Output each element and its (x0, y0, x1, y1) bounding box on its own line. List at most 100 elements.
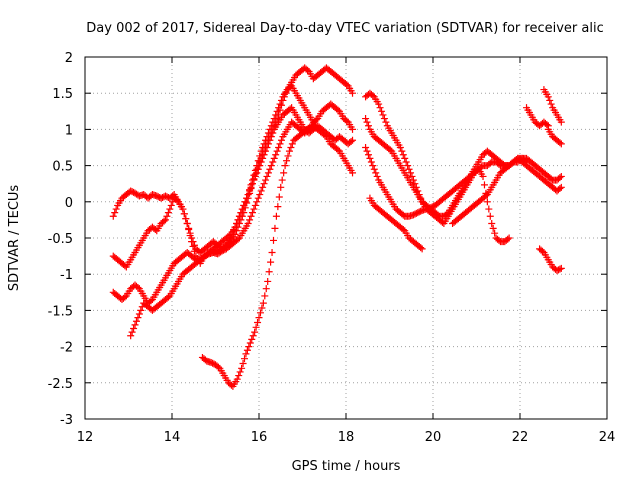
data-point (370, 165, 378, 173)
data-point (363, 118, 371, 126)
data-point (254, 318, 262, 326)
data-point (287, 144, 295, 151)
data-point (235, 212, 243, 220)
data-point (482, 192, 490, 200)
data-point (267, 133, 275, 141)
data-point (557, 118, 565, 126)
data-point (284, 152, 292, 160)
data-point (417, 244, 425, 252)
data-point (130, 325, 138, 332)
data-point (349, 136, 357, 144)
y-tick-label: -1 (60, 268, 73, 283)
data-point (268, 248, 276, 256)
y-tick-label: 0.5 (52, 160, 73, 175)
data-point (256, 309, 264, 317)
data-point (334, 146, 342, 154)
data-point (343, 81, 351, 89)
data-point (396, 144, 404, 151)
data-point (246, 187, 254, 195)
data-point (161, 216, 169, 224)
data-point (364, 151, 372, 159)
data-point (182, 215, 190, 223)
data-point (557, 264, 565, 272)
data-point (546, 96, 554, 104)
data-point (166, 205, 174, 213)
data-point (491, 229, 499, 237)
data-point (243, 346, 251, 354)
data-point (167, 201, 175, 209)
y-tick-label: 2 (65, 51, 73, 66)
data-point (111, 209, 119, 217)
data-point (405, 165, 413, 173)
data-point (254, 194, 262, 202)
chart-title: Day 002 of 2017, Sidereal Day-to-day VTE… (86, 21, 603, 36)
data-point (257, 158, 265, 166)
data-point (376, 104, 384, 112)
data-point (127, 332, 135, 340)
data-point (245, 343, 253, 351)
data-point (363, 147, 371, 155)
data-point (262, 147, 270, 155)
data-point (249, 332, 257, 340)
y-tick-label: 0 (65, 196, 73, 211)
data-point (265, 268, 273, 276)
data-point (270, 236, 277, 244)
data-point (547, 100, 555, 108)
data-point (240, 201, 248, 209)
data-point (137, 306, 145, 314)
data-point (263, 172, 271, 180)
data-point (404, 162, 412, 170)
data-point (233, 220, 241, 228)
data-point (121, 293, 129, 301)
data-point (443, 210, 451, 218)
grid (85, 57, 607, 419)
data-point (260, 180, 268, 188)
data-point (259, 299, 267, 307)
data-point (379, 111, 387, 119)
data-point (349, 89, 357, 97)
data-point (238, 364, 246, 372)
data-point (270, 115, 278, 123)
data-point (486, 212, 494, 220)
y-tick-label: 1 (65, 123, 73, 138)
x-tick-label: 22 (512, 430, 529, 445)
data-point (134, 283, 142, 291)
data-point (362, 115, 370, 123)
data-point (557, 183, 565, 191)
data-point (408, 172, 416, 180)
data-point (147, 297, 155, 305)
data-point (227, 234, 235, 242)
data-point (189, 242, 197, 250)
data-point (369, 162, 377, 170)
x-axis-label: GPS time / hours (292, 459, 401, 474)
data-point (364, 122, 372, 130)
x-tick-label: 24 (599, 430, 616, 445)
data-point (234, 216, 242, 224)
data-point (347, 137, 355, 145)
data-point (235, 372, 243, 380)
data-point (112, 205, 120, 213)
data-point (190, 241, 198, 249)
data-point (256, 191, 264, 199)
data-point (186, 232, 194, 240)
data-point (234, 235, 242, 243)
data-point (266, 165, 274, 173)
data-point (285, 147, 293, 155)
data-point (275, 104, 283, 112)
y-tick-label: -1.5 (48, 304, 73, 319)
y-tick-label: 1.5 (52, 87, 73, 102)
data-point (246, 339, 254, 347)
data-point (248, 335, 256, 343)
data-point (250, 176, 258, 184)
data-point (264, 169, 272, 177)
x-tick-label: 14 (164, 430, 181, 445)
y-tick-label: -2.5 (48, 377, 73, 392)
data-point (241, 198, 249, 206)
data-point (274, 203, 282, 211)
data-point (109, 212, 117, 220)
data-point (128, 328, 136, 336)
data-point (270, 154, 278, 162)
data-point (277, 136, 285, 144)
data-point (480, 181, 488, 189)
data-point (269, 158, 277, 166)
